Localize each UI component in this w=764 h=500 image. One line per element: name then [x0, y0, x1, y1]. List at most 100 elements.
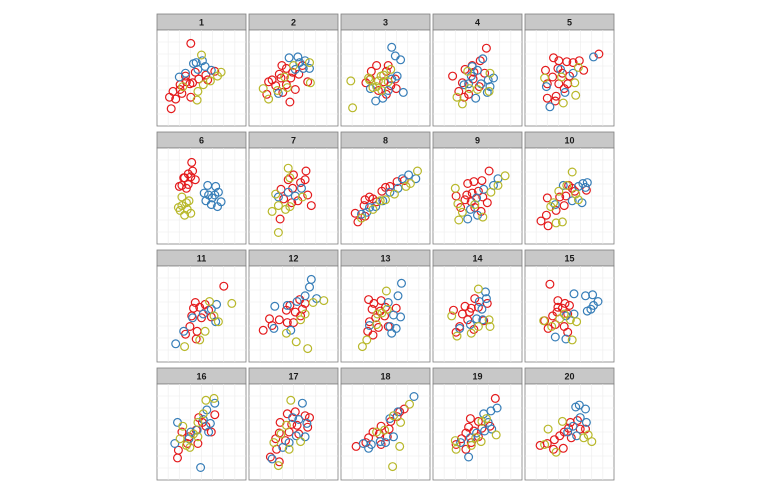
data-point-blue	[463, 214, 473, 224]
data-point-blue	[550, 200, 560, 210]
data-point-red	[449, 305, 459, 315]
data-point-red	[286, 73, 296, 83]
data-point-olive	[285, 173, 295, 183]
data-point-blue	[297, 183, 307, 193]
data-point-blue	[383, 85, 393, 95]
data-point-olive	[551, 218, 561, 228]
data-point-red	[305, 413, 315, 423]
data-point-olive	[546, 202, 556, 212]
data-point-olive	[562, 180, 572, 190]
data-point-olive	[382, 304, 392, 314]
facet-panel: 8	[340, 131, 431, 245]
facet-panel: 13	[340, 249, 431, 363]
data-point-blue	[292, 297, 302, 307]
data-point-olive	[567, 335, 577, 345]
data-point-olive	[377, 85, 387, 95]
data-point-blue	[294, 415, 304, 425]
data-point-red	[561, 191, 571, 201]
data-point-red	[282, 318, 292, 328]
facet-panel: 6	[156, 131, 247, 245]
data-point-red	[372, 60, 382, 70]
data-point-olive	[281, 420, 291, 430]
data-point-olive	[308, 298, 318, 308]
data-point-red	[278, 87, 288, 97]
data-point-olive	[386, 64, 396, 74]
data-point-blue	[365, 321, 375, 331]
data-point-red	[290, 407, 300, 417]
data-point-blue	[472, 193, 482, 203]
facet-panel: 10	[524, 131, 615, 245]
data-point-red	[548, 444, 558, 454]
data-point-blue	[398, 87, 408, 97]
data-point-blue	[573, 181, 583, 191]
data-point-red	[535, 440, 545, 450]
data-point-olive	[571, 90, 581, 100]
data-point-red	[549, 435, 559, 445]
data-point-blue	[464, 79, 474, 89]
data-point-olive	[362, 335, 372, 345]
data-point-blue	[284, 53, 294, 63]
data-point-olive	[346, 76, 356, 86]
data-point-olive	[587, 437, 597, 447]
data-point-olive	[372, 427, 382, 437]
data-point-blue	[580, 182, 590, 192]
data-point-red	[180, 173, 190, 183]
data-point-red	[465, 414, 475, 424]
data-point-red	[558, 443, 568, 453]
data-point-olive	[579, 433, 589, 443]
data-point-red	[477, 423, 487, 433]
data-point-blue	[568, 68, 578, 78]
facet-label: 10	[564, 136, 574, 146]
data-point-red	[287, 419, 297, 429]
data-point-olive	[305, 58, 315, 68]
data-point-blue	[383, 298, 393, 308]
data-point-red	[464, 89, 474, 99]
data-point-red	[190, 298, 200, 308]
data-point-red	[201, 70, 211, 80]
facet-label: 4	[475, 18, 480, 28]
data-point-olive	[357, 342, 367, 352]
data-point-olive	[486, 187, 496, 197]
data-point-red	[462, 190, 472, 200]
data-point-blue	[302, 418, 312, 428]
data-point-olive	[180, 210, 190, 220]
data-point-blue	[582, 178, 592, 188]
data-point-red	[559, 84, 569, 94]
data-point-blue	[193, 64, 203, 74]
data-point-red	[265, 452, 275, 462]
facet-panel: 12	[248, 249, 339, 363]
data-point-red	[460, 195, 470, 205]
data-point-olive	[289, 60, 299, 70]
data-point-red	[296, 178, 306, 188]
data-point-olive	[296, 315, 306, 325]
facet-label: 14	[472, 254, 482, 264]
data-point-blue	[456, 438, 466, 448]
data-point-red	[563, 327, 573, 337]
facet-label: 5	[567, 18, 572, 28]
data-point-red	[297, 304, 307, 314]
data-point-blue	[588, 290, 598, 300]
data-point-blue	[545, 102, 555, 112]
data-point-olive	[175, 434, 185, 444]
data-point-olive	[450, 436, 460, 446]
data-point-blue	[371, 202, 381, 212]
data-point-olive	[303, 344, 313, 354]
data-point-blue	[464, 452, 474, 462]
facet-label: 6	[199, 136, 204, 146]
data-point-olive	[493, 180, 503, 190]
data-point-red	[475, 56, 485, 66]
data-point-olive	[281, 204, 291, 214]
data-point-red	[360, 195, 370, 205]
facet-label: 13	[380, 254, 390, 264]
data-point-red	[470, 294, 480, 304]
data-point-olive	[500, 171, 510, 181]
data-point-olive	[192, 95, 202, 105]
data-point-olive	[396, 417, 406, 427]
data-point-blue	[396, 55, 406, 65]
facet-panel: 17	[248, 367, 339, 481]
data-point-olive	[565, 315, 575, 325]
data-point-blue	[211, 181, 221, 191]
data-point-blue	[290, 191, 300, 201]
data-point-blue	[198, 415, 208, 425]
